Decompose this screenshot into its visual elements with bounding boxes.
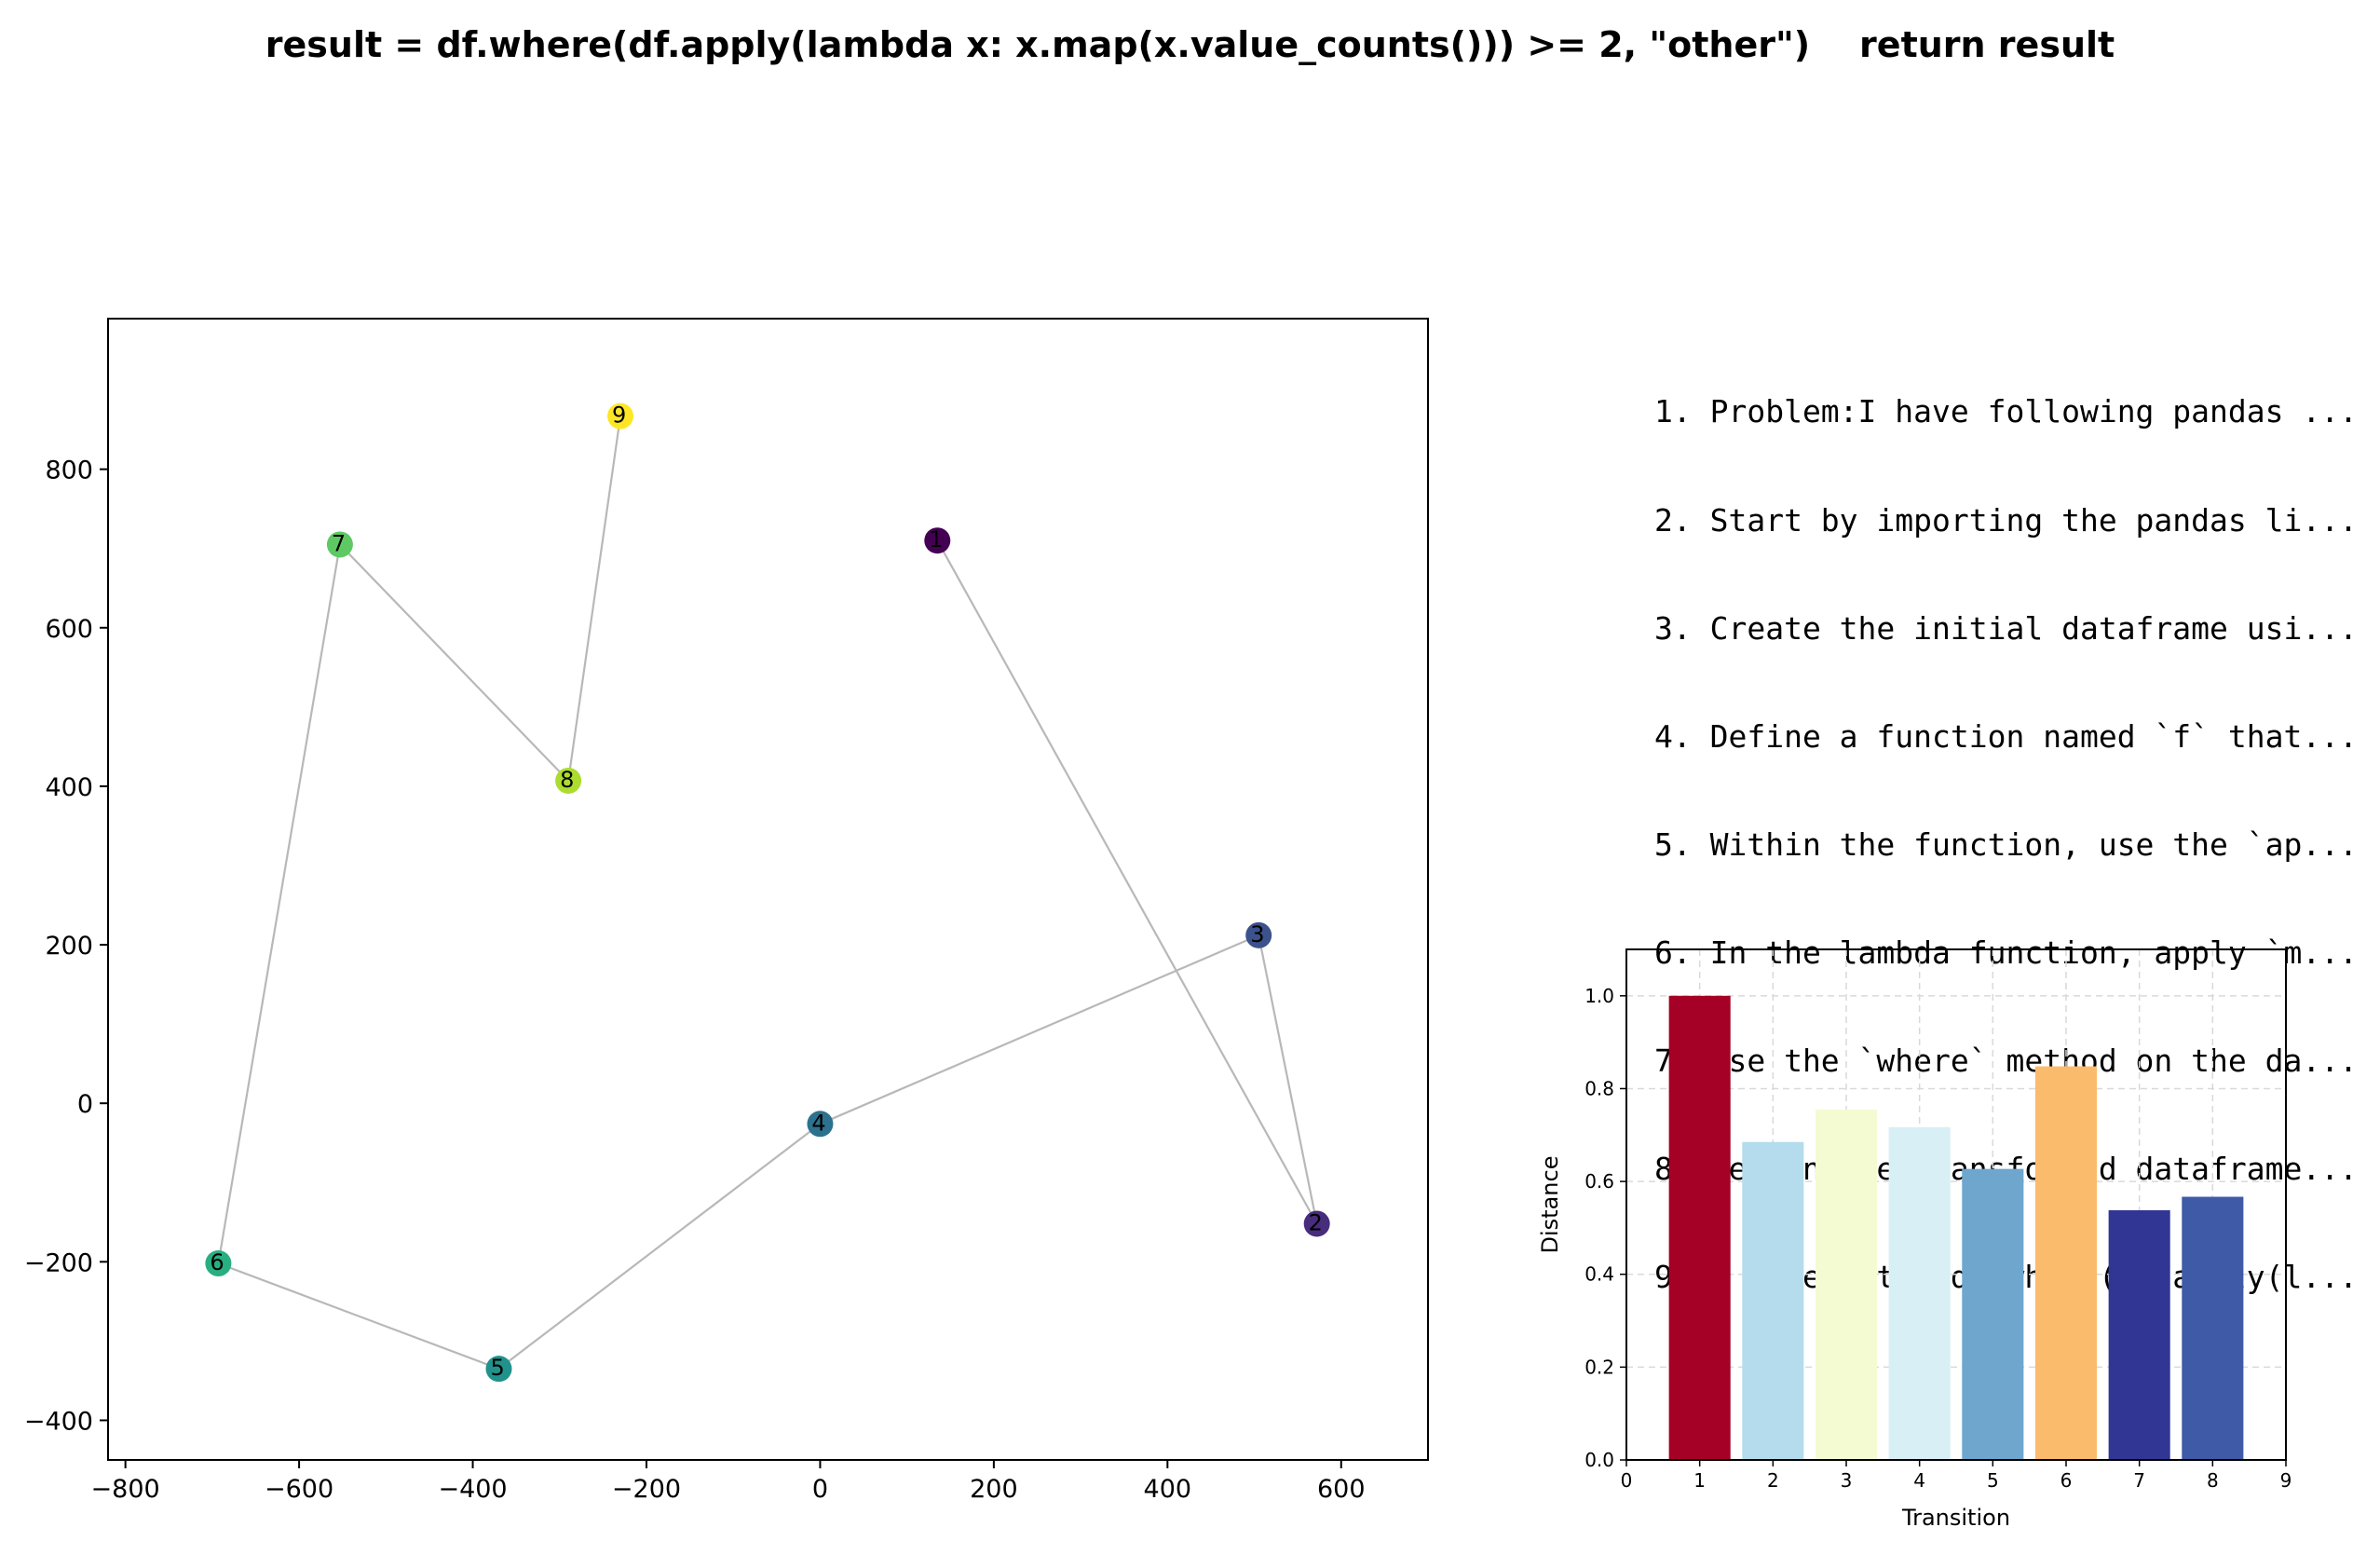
y-tick-label: 0.4 — [1584, 1263, 1614, 1286]
y-tick-label: −400 — [24, 1407, 93, 1436]
point-label: 6 — [210, 1249, 224, 1275]
x-tick-label: 9 — [2280, 1469, 2292, 1492]
scatter-point — [485, 1356, 512, 1383]
step-item: 6. In the lambda function, apply `m... — [1654, 934, 2358, 971]
bar — [2182, 1196, 2244, 1460]
x-tick-label: 6 — [2060, 1469, 2073, 1492]
x-tick-label: 200 — [970, 1475, 1018, 1504]
path-segment — [218, 1261, 499, 1371]
x-tick-label: 2 — [1767, 1469, 1779, 1492]
plot-frame — [107, 318, 1429, 1461]
x-tick-label: 3 — [1841, 1469, 1853, 1492]
step-item: 1. Problem:I have following pandas ... — [1654, 393, 2358, 430]
scatter-point — [807, 1111, 834, 1138]
path-segment — [819, 934, 1259, 1125]
scatter-point — [607, 402, 634, 430]
x-tick-label: 400 — [1144, 1475, 1192, 1504]
y-tick-label: 0.6 — [1584, 1170, 1614, 1193]
path-segment — [339, 543, 569, 782]
x-tick-label: 0 — [812, 1475, 828, 1504]
x-tick-label: 4 — [1913, 1469, 1925, 1492]
scatter-point — [1303, 1210, 1330, 1237]
bar — [1962, 1168, 2024, 1460]
x-tick-label: −600 — [265, 1475, 333, 1504]
y-tick-label: 200 — [45, 932, 93, 961]
bar — [2108, 1209, 2170, 1460]
point-label: 7 — [332, 530, 346, 556]
y-tick-label: −200 — [24, 1248, 93, 1277]
plot-frame — [1625, 948, 2287, 1461]
path-segment — [497, 1123, 822, 1371]
y-tick-label: 0 — [77, 1090, 93, 1119]
point-label: 4 — [811, 1110, 825, 1136]
y-tick-label: 1.0 — [1584, 985, 1614, 1007]
bar — [1742, 1141, 1804, 1460]
x-tick-label: 8 — [2207, 1469, 2219, 1492]
path-segment — [1258, 934, 1318, 1224]
bar — [1815, 1109, 1878, 1460]
path-segment — [936, 539, 1318, 1225]
y-tick-label: 0.0 — [1584, 1449, 1614, 1471]
scatter-point — [326, 531, 353, 558]
scatter-point — [555, 767, 582, 794]
x-tick-label: 5 — [1987, 1469, 1999, 1492]
scatter-point — [205, 1250, 232, 1277]
bar — [1668, 995, 1731, 1460]
step-item: 4. Define a function named `f` that... — [1654, 717, 2358, 755]
point-label: 3 — [1250, 921, 1264, 948]
x-tick-label: 600 — [1317, 1475, 1366, 1504]
x-tick-label: −200 — [612, 1475, 681, 1504]
point-label: 8 — [560, 767, 574, 793]
scatter-point — [1245, 921, 1272, 948]
x-axis-label: Transition — [1901, 1505, 2010, 1531]
x-tick-label: 7 — [2133, 1469, 2145, 1492]
bar — [2034, 1066, 2098, 1460]
bar — [1888, 1126, 1951, 1460]
y-tick-label: 800 — [45, 457, 93, 485]
point-label: 1 — [929, 526, 943, 552]
x-tick-label: 0 — [1621, 1469, 1633, 1492]
point-label: 9 — [612, 402, 626, 429]
path-segment — [217, 544, 341, 1264]
scatter-point — [924, 527, 951, 554]
y-tick-label: 0.8 — [1584, 1077, 1614, 1099]
y-tick-label: 400 — [45, 773, 93, 802]
path-segment — [566, 416, 622, 782]
step-item: 2. Start by importing the pandas li... — [1654, 501, 2358, 539]
x-tick-label: 1 — [1693, 1469, 1706, 1492]
point-label: 5 — [491, 1355, 505, 1381]
point-label: 2 — [1309, 1209, 1323, 1235]
x-tick-label: −400 — [438, 1475, 507, 1504]
figure-title: result = df.where(df.apply(lambda x: x.m… — [265, 24, 2115, 65]
y-tick-label: 0.2 — [1584, 1356, 1614, 1378]
x-tick-label: −800 — [91, 1475, 160, 1504]
step-item: 5. Within the function, use the `ap... — [1654, 825, 2358, 863]
y-tick-label: 600 — [45, 615, 93, 644]
y-axis-label: Distance — [1537, 1156, 1563, 1254]
step-item: 3. Create the initial dataframe usi... — [1654, 609, 2358, 647]
